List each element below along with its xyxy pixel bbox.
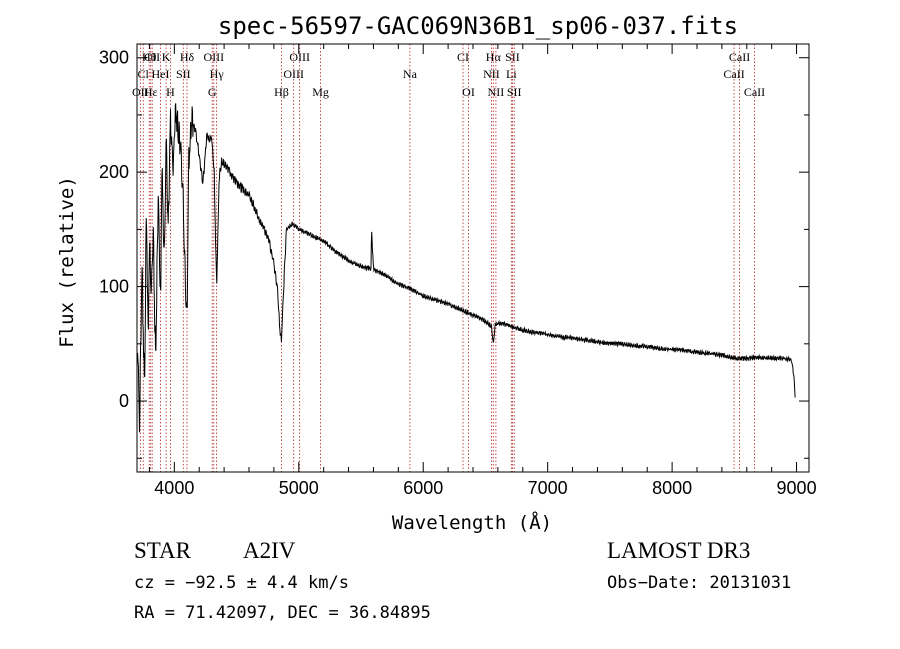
line-label-3: Hδ — [180, 50, 195, 64]
line-label-28: CaII — [744, 85, 765, 99]
line-label-27: SII — [507, 85, 522, 99]
y-axis-label: Flux (relative) — [56, 176, 78, 348]
line-label-11: HeI — [152, 67, 170, 81]
redshift-text: cz = −92.5 ± 4.4 km/s — [134, 573, 349, 593]
x-tick-label-1: 5000 — [279, 478, 319, 498]
spectrum-line — [137, 103, 796, 433]
line-label-20: Hε — [144, 85, 158, 99]
line-label-10: Cl — [138, 67, 150, 81]
line-label-2: K — [162, 50, 171, 64]
line-label-26: NII — [488, 85, 505, 99]
line-label-24: Mg — [312, 85, 329, 99]
survey-name: LAMOST DR3 — [607, 538, 751, 563]
line-label-21: H — [166, 85, 175, 99]
obs-date-text: Obs−Date: 20131031 — [607, 573, 792, 593]
line-label-19: OII — [132, 85, 149, 99]
line-label-25: OI — [462, 85, 475, 99]
line-label-22: G — [208, 85, 217, 99]
line-label-9: CaII — [729, 50, 750, 64]
x-tick-label-4: 8000 — [652, 478, 692, 498]
spectrum-series — [137, 103, 796, 433]
line-label-5: OIII — [289, 50, 310, 64]
x-tick-label-2: 6000 — [403, 478, 443, 498]
x-tick-label-3: 7000 — [528, 478, 568, 498]
line-label-6: CI — [457, 50, 469, 64]
x-tick-label-0: 4000 — [154, 478, 194, 498]
plot-frame — [136, 43, 810, 473]
line-label-7: Hα — [486, 50, 502, 64]
line-label-8: SII — [505, 50, 520, 64]
line-label-1: CII — [144, 50, 160, 64]
line-label-0: Hθ — [142, 50, 157, 64]
line-label-23: Hβ — [274, 85, 289, 99]
line-label-13: Hγ — [210, 67, 225, 81]
x-tick-label-5: 9000 — [777, 478, 817, 498]
chart-title: spec-56597-GAC069N36B1_sp06-037.fits — [218, 12, 738, 40]
object-subclass: A2IV — [243, 538, 296, 563]
y-tick-label-0: 0 — [119, 391, 129, 411]
y-tick-label-1: 100 — [99, 277, 129, 297]
line-label-15: Na — [403, 67, 418, 81]
line-label-18: CaII — [723, 67, 744, 81]
line-label-12: SII — [176, 67, 191, 81]
y-tick-label-2: 200 — [99, 162, 129, 182]
x-axis-label: Wavelength (Å) — [392, 511, 552, 534]
axis-ticks: 4000 5000 6000 7000 8000 9000 0 100 200 300 — [99, 44, 817, 498]
coordinates-text: RA = 71.42097, DEC = 36.84895 — [134, 603, 431, 623]
y-tick-label-3: 300 — [99, 48, 129, 68]
line-label-16: NII — [483, 67, 500, 81]
line-label-14: OIII — [283, 67, 304, 81]
line-label-4: OIII — [203, 50, 224, 64]
object-class: STAR — [134, 538, 191, 563]
line-label-17: Li — [506, 67, 517, 81]
